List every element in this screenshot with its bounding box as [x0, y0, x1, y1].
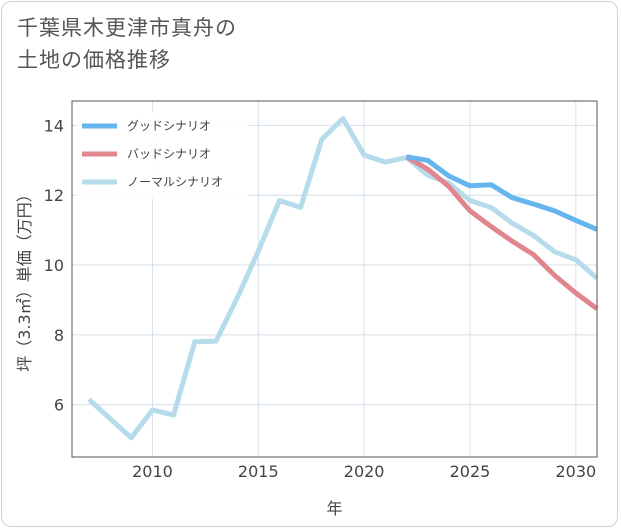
y-tick-label: 8 [54, 326, 64, 345]
legend-label-1: バッドシナリオ [127, 147, 211, 161]
legend-label-2: ノーマルシナリオ [127, 175, 223, 189]
y-tick-label: 6 [54, 396, 64, 415]
tick-labels: 2010 2015 2020 2025 2030 6 8 10 12 14 [44, 116, 597, 481]
y-tick-label: 14 [44, 116, 64, 135]
series-layer [87, 116, 599, 441]
x-tick-label: 2025 [450, 462, 491, 481]
x-tick-label: 2010 [132, 462, 173, 481]
page-title: 千葉県木更津市真舟の 土地の価格推移 [17, 12, 237, 76]
title-line-1: 千葉県木更津市真舟の [17, 16, 237, 40]
y-tick-label: 12 [44, 186, 64, 205]
x-tick-label: 2015 [238, 462, 279, 481]
y-axis-label: 坪（3.3㎡）単価（万円） [15, 186, 34, 371]
series-line-2 [87, 116, 599, 441]
plot-frame [71, 100, 598, 458]
legend-label-0: グッドシナリオ [127, 119, 211, 133]
series-line-1 [405, 154, 599, 311]
x-tick-label: 2030 [555, 462, 596, 481]
x-axis-label: 年 [326, 499, 342, 518]
series-line-0 [406, 154, 598, 232]
y-tick-label: 10 [44, 256, 64, 275]
x-tick-label: 2020 [344, 462, 385, 481]
title-line-2: 土地の価格推移 [17, 48, 171, 72]
grid [72, 101, 597, 457]
